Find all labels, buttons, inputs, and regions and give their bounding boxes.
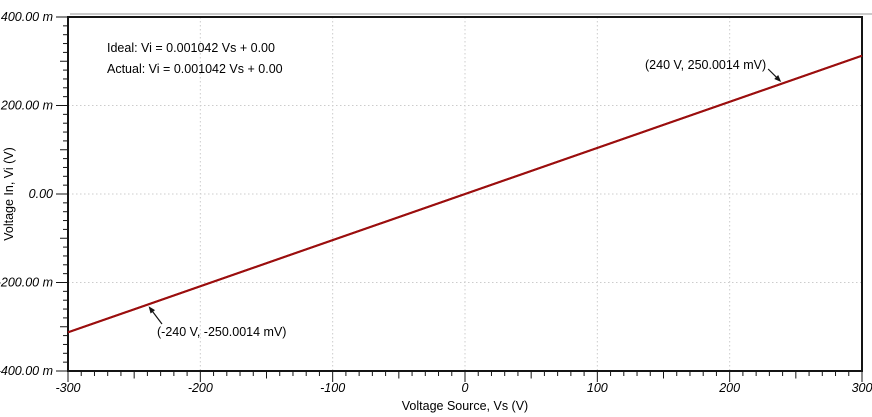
annotation-arrow-shaft [767,68,779,79]
annotation-positive-point: (240 V, 250.0014 mV) [645,58,767,72]
x-tick-label: 0 [462,381,469,395]
plot-border [67,13,872,372]
y-tick-label: -200.00 m [0,276,53,290]
annotation-negative-point: (-240 V, -250.0014 mV) [157,325,287,339]
y-axis-title: Voltage In, Vi (V) [2,147,16,241]
data-series [67,54,863,334]
annotation-arrow-shaft [151,309,163,325]
series-line-actual [67,54,863,334]
x-axis-title: Voltage Source, Vs (V) [402,399,528,413]
x-tick-label: -200 [188,381,213,395]
y-tick-label: 400.00 m [1,10,53,24]
x-tick-label: 100 [587,381,608,395]
x-tick-label: 300 [852,381,872,395]
tick-labels: -300 -200 -100 0 100 200 300 400.00 m 200.00 m 0.… [0,10,872,395]
y-tick-label: 0.00 [29,187,53,201]
x-tick-label: -300 [55,381,80,395]
annotation-arrowhead [148,306,156,314]
fit-equations: Ideal: Vi = 0.001042 Vs + 0.00 Actual: V… [107,38,283,80]
x-tick-label: -100 [320,381,345,395]
x-tick-label: 200 [718,381,740,395]
axis-ticks [56,16,863,382]
actual-equation-label: Actual: Vi = 0.001042 Vs + 0.00 [107,62,283,76]
annotation-arrows [148,68,782,325]
plot-frame [67,16,863,372]
ideal-equation-label: Ideal: Vi = 0.001042 Vs + 0.00 [107,41,275,55]
y-tick-label: 200.00 m [0,99,53,113]
y-tick-label: -400.00 m [0,364,53,378]
annotation-arrowhead [774,75,782,82]
